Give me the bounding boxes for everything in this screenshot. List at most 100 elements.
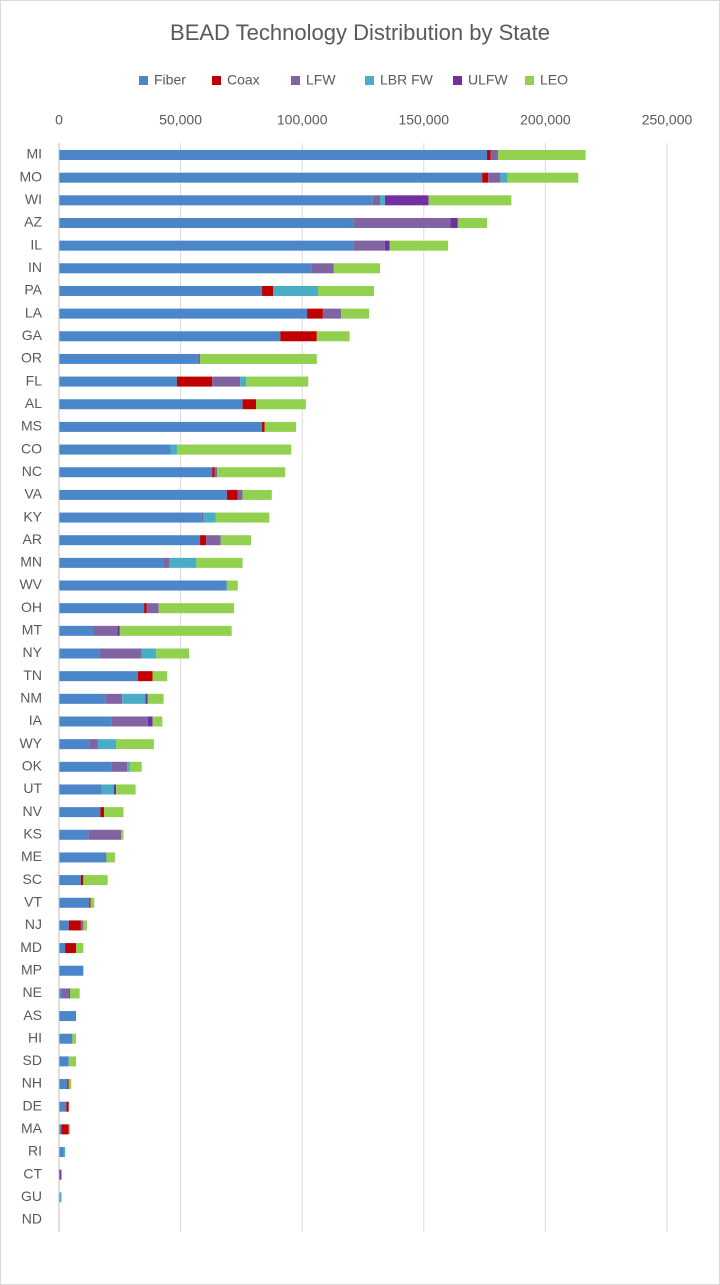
bar-segment xyxy=(237,489,243,500)
x-tick-label: 100,000 xyxy=(277,112,328,128)
legend-swatch xyxy=(212,76,221,85)
bar-segment xyxy=(97,739,117,750)
y-tick-label: AZ xyxy=(24,214,42,230)
bar-segment xyxy=(116,739,154,750)
bar-segment xyxy=(59,467,213,478)
bar-segment xyxy=(67,1079,69,1090)
bar-segment xyxy=(65,943,77,954)
bar-segment xyxy=(384,240,390,251)
bar-segment xyxy=(203,512,216,523)
bar-segment xyxy=(127,761,130,772)
y-tick-label: RI xyxy=(28,1143,42,1159)
bar-segment xyxy=(507,172,579,183)
bar-segment xyxy=(59,648,100,659)
bar-segment xyxy=(246,376,309,387)
legend-swatch xyxy=(139,76,148,85)
bar-segment xyxy=(59,1124,62,1135)
y-tick-label: MT xyxy=(22,622,43,638)
bar-segment xyxy=(59,920,69,931)
bar-segment xyxy=(72,1033,77,1044)
bar-segment xyxy=(152,716,163,727)
y-tick-label: MA xyxy=(21,1120,43,1136)
bar-segment xyxy=(170,444,177,455)
legend-label: Coax xyxy=(227,72,260,88)
bar-segment xyxy=(487,150,491,160)
bar-segment xyxy=(59,1011,77,1022)
bar-segment xyxy=(59,331,281,342)
bar-segment xyxy=(220,535,252,546)
bar-segment xyxy=(93,625,118,636)
legend-swatch xyxy=(365,76,374,85)
bar-segment xyxy=(206,535,221,546)
bar-segment xyxy=(59,761,112,772)
bar-segment xyxy=(156,648,190,659)
bar-segment xyxy=(59,852,107,863)
bar-segment xyxy=(152,671,168,682)
bar-segment xyxy=(201,512,204,523)
bar-segment xyxy=(176,444,292,455)
x-tick-label: 50,000 xyxy=(159,112,202,128)
bar-segment xyxy=(61,988,69,999)
bar-segment xyxy=(59,716,112,727)
bar-segment xyxy=(212,376,241,387)
bar-segment xyxy=(138,671,153,682)
bar-segment xyxy=(372,195,381,206)
bar-segment xyxy=(59,421,263,432)
bar-segment xyxy=(59,693,106,704)
bar-segment xyxy=(59,150,488,160)
bar-segment xyxy=(212,467,215,478)
y-tick-label: TN xyxy=(23,667,42,683)
bar-segment xyxy=(59,240,354,251)
bar-segment xyxy=(280,331,317,342)
bar-segment xyxy=(59,897,90,908)
y-tick-label: MO xyxy=(19,168,42,184)
y-tick-label: NE xyxy=(23,984,42,1000)
bar-segment xyxy=(59,263,312,274)
y-tick-label: MI xyxy=(26,146,42,162)
bar-segment xyxy=(428,195,512,206)
bar-segment xyxy=(103,807,124,818)
bar-segment xyxy=(147,716,153,727)
bar-segment xyxy=(68,1079,72,1090)
bar-segment xyxy=(68,1056,77,1067)
bar-segment xyxy=(83,920,87,931)
bar-segment xyxy=(318,285,374,296)
bar-segment xyxy=(488,172,501,183)
bar-segment xyxy=(380,195,385,206)
bar-segment xyxy=(59,807,101,818)
bar-segment xyxy=(59,943,66,954)
bar-segment xyxy=(196,557,243,568)
chart-title: BEAD Technology Distribution by State xyxy=(170,20,550,45)
bar-segment xyxy=(341,308,370,319)
legend-swatch xyxy=(453,76,462,85)
bar-segment xyxy=(144,603,147,614)
bar-segment xyxy=(197,353,201,364)
y-tick-label: NV xyxy=(23,803,43,819)
bar-segment xyxy=(59,308,308,319)
bar-segment xyxy=(311,263,334,274)
bar-segment xyxy=(59,217,354,228)
y-tick-label: AS xyxy=(23,1007,42,1023)
bar-segment xyxy=(129,761,142,772)
y-tick-label: KS xyxy=(23,825,42,841)
bar-segment xyxy=(59,353,198,364)
bar-segment xyxy=(242,489,272,500)
y-tick-label: OK xyxy=(22,758,43,774)
bar-segment xyxy=(490,150,498,160)
bar-segment xyxy=(141,648,157,659)
y-tick-label: OR xyxy=(21,350,42,366)
bar-segment xyxy=(63,1147,66,1158)
bar-segment xyxy=(80,920,84,931)
bar-segment xyxy=(89,897,91,908)
bar-segment xyxy=(482,172,489,183)
legend-label: LEO xyxy=(540,72,568,88)
y-tick-label: SD xyxy=(23,1052,42,1068)
bar-segment xyxy=(59,1147,64,1158)
y-tick-label: NH xyxy=(22,1075,42,1091)
bar-segment xyxy=(83,875,108,886)
bar-segment xyxy=(111,716,148,727)
y-tick-label: IL xyxy=(30,236,42,252)
bar-segment xyxy=(145,693,148,704)
bar-segment xyxy=(105,693,123,704)
y-tick-label: MS xyxy=(21,418,42,434)
